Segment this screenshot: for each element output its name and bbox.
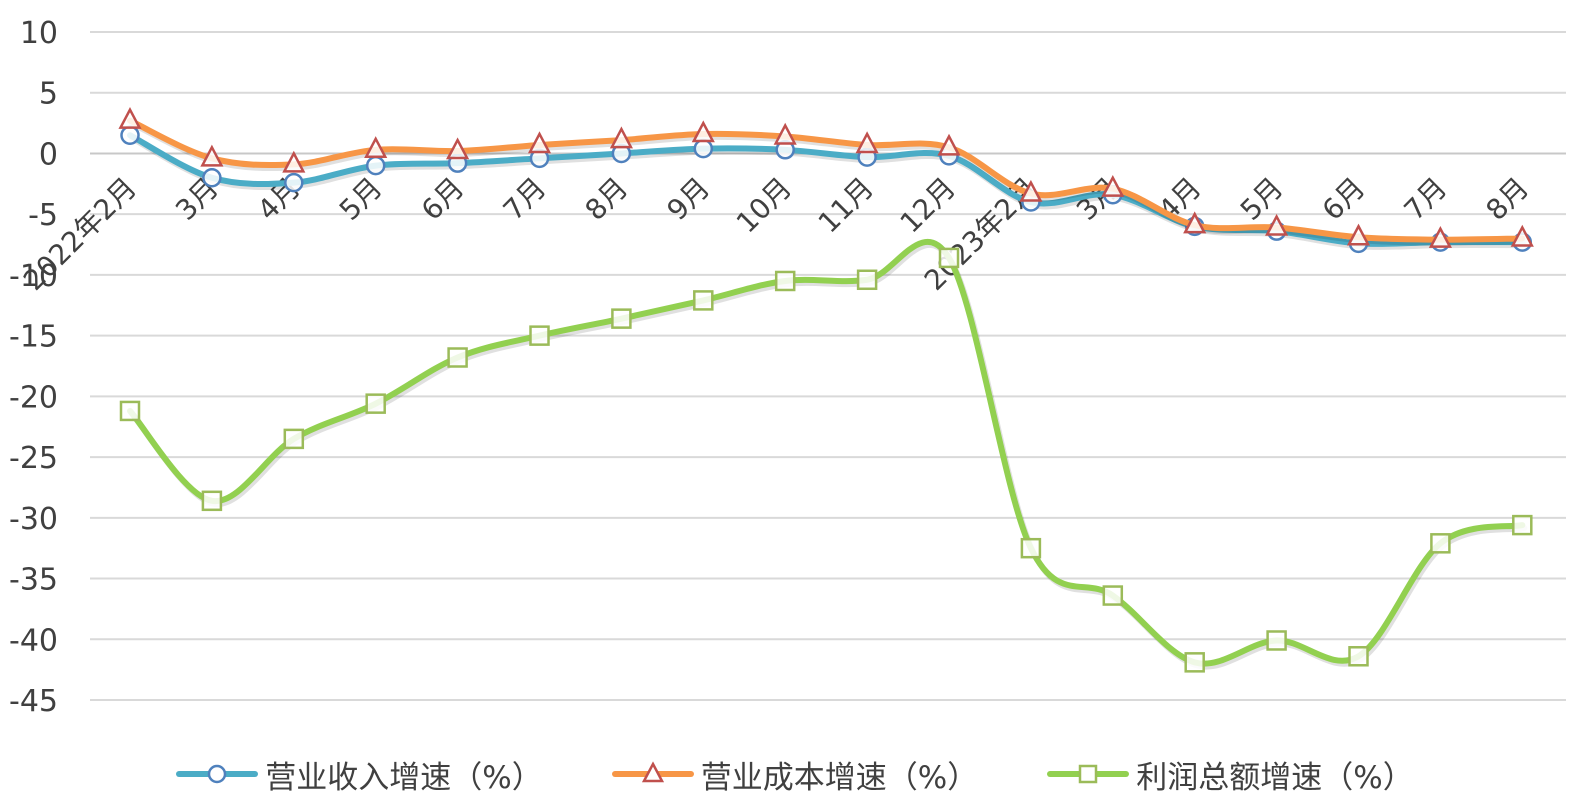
data-point bbox=[774, 270, 796, 292]
data-point bbox=[120, 125, 140, 145]
x-tick-label: 2022年2月 bbox=[17, 171, 143, 297]
series-line bbox=[127, 117, 1526, 243]
series-line bbox=[127, 239, 1526, 667]
y-tick-label: -15 bbox=[9, 320, 58, 355]
data-point bbox=[202, 167, 222, 188]
y-tick-label: -30 bbox=[9, 502, 58, 537]
data-point bbox=[1430, 533, 1451, 554]
data-point bbox=[611, 308, 632, 329]
data-point bbox=[1101, 174, 1125, 197]
x-tick-label: 7月 bbox=[1398, 171, 1454, 227]
data-point bbox=[1183, 211, 1207, 234]
x-tick-label: 7月 bbox=[497, 171, 553, 227]
x-tick-label: 6月 bbox=[415, 171, 471, 227]
data-point bbox=[118, 106, 142, 129]
y-tick-label: -20 bbox=[9, 380, 58, 415]
data-point bbox=[693, 290, 714, 311]
data-point bbox=[855, 131, 879, 154]
data-point bbox=[693, 138, 714, 159]
y-tick-label: -5 bbox=[28, 198, 58, 233]
legend-marker-square-icon bbox=[1047, 764, 1130, 784]
legend-marker-triangle-icon bbox=[611, 761, 694, 783]
legend-label-profit: 利润总额增速（%） bbox=[1136, 759, 1414, 796]
y-tick-label: 0 bbox=[39, 137, 58, 172]
series-1 bbox=[118, 106, 1534, 248]
y-tick-label: -25 bbox=[9, 441, 58, 476]
data-point bbox=[773, 122, 797, 145]
x-tick-label: 10月 bbox=[730, 171, 798, 239]
x-tick-label: 9月 bbox=[661, 171, 717, 227]
data-point bbox=[1020, 537, 1042, 559]
legend-marker-circle-icon bbox=[176, 764, 259, 784]
legend-item-cost: 营业成本增速（%） bbox=[611, 752, 978, 797]
data-point bbox=[1428, 226, 1452, 248]
series-lines bbox=[118, 106, 1534, 673]
data-point bbox=[1512, 514, 1533, 536]
data-point bbox=[1102, 585, 1124, 606]
y-axis-tick-labels: 10 5 0 -5 -10 -15 -20 -25 -30 -35 -40 -45 bbox=[9, 16, 58, 719]
gridlines bbox=[90, 31, 1566, 701]
data-point bbox=[938, 247, 960, 269]
legend-label-revenue: 营业收入增速（%） bbox=[265, 759, 543, 796]
data-point bbox=[282, 150, 306, 173]
x-tick-label: 8月 bbox=[1480, 171, 1536, 227]
x-tick-label: 8月 bbox=[579, 171, 635, 227]
data-point bbox=[937, 133, 961, 156]
data-point bbox=[1346, 223, 1371, 246]
data-point bbox=[365, 393, 386, 414]
data-point bbox=[529, 325, 550, 346]
data-point bbox=[365, 155, 386, 176]
legend-item-profit: 利润总额增速（%） bbox=[1046, 752, 1414, 797]
x-tick-label: 11月 bbox=[812, 171, 880, 239]
data-point bbox=[1184, 652, 1205, 673]
y-tick-label: -45 bbox=[9, 684, 58, 719]
legend-label-cost: 营业成本增速（%） bbox=[700, 759, 979, 796]
data-point bbox=[1348, 646, 1369, 667]
data-point bbox=[1510, 224, 1534, 247]
data-point bbox=[527, 131, 552, 154]
y-tick-label: -40 bbox=[9, 623, 58, 658]
data-point bbox=[447, 347, 468, 368]
data-point bbox=[284, 172, 304, 193]
data-point bbox=[364, 136, 388, 159]
data-point bbox=[200, 144, 224, 167]
data-point bbox=[119, 400, 141, 422]
legend-item-revenue: 营业收入增速（%） bbox=[175, 752, 543, 797]
x-tick-label: 5月 bbox=[1234, 171, 1290, 227]
data-point bbox=[283, 428, 305, 450]
data-point bbox=[1019, 179, 1043, 202]
y-tick-label: -35 bbox=[9, 563, 58, 598]
data-point bbox=[856, 269, 878, 291]
series-line-shadow bbox=[129, 242, 1528, 670]
series-2 bbox=[119, 239, 1533, 673]
data-point bbox=[446, 137, 470, 160]
x-tick-label: 12月 bbox=[894, 171, 962, 239]
y-tick-label: -10 bbox=[9, 259, 58, 294]
legend: 营业收入增速（%） 营业成本增速（%） 利润总额增速（%） bbox=[0, 746, 1589, 802]
y-tick-label: 10 bbox=[20, 16, 58, 51]
x-tick-label: 6月 bbox=[1316, 171, 1372, 227]
y-tick-label: 5 bbox=[39, 77, 58, 112]
data-point bbox=[201, 490, 223, 512]
data-point bbox=[691, 120, 715, 143]
data-point bbox=[1265, 213, 1289, 236]
data-point bbox=[609, 126, 633, 149]
data-point bbox=[1266, 630, 1287, 651]
